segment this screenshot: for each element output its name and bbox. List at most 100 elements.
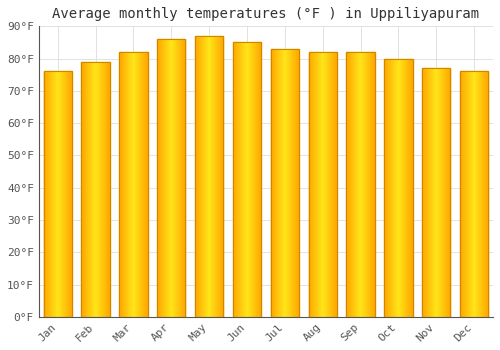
Bar [440, 68, 441, 317]
Bar [432, 68, 434, 317]
Bar [68, 71, 69, 317]
Bar [346, 52, 347, 317]
Bar [49, 71, 50, 317]
Bar [276, 49, 277, 317]
Bar [397, 58, 398, 317]
Bar [158, 39, 159, 317]
Bar [95, 62, 96, 317]
Bar [273, 49, 274, 317]
Bar [135, 52, 136, 317]
Bar [411, 58, 412, 317]
Bar [134, 52, 135, 317]
Bar [196, 36, 197, 317]
Bar [92, 62, 94, 317]
Bar [449, 68, 450, 317]
Bar [424, 68, 425, 317]
Bar [365, 52, 366, 317]
Bar [479, 71, 480, 317]
Bar [175, 39, 176, 317]
Bar [385, 58, 386, 317]
Bar [330, 52, 331, 317]
Bar [82, 62, 110, 317]
Bar [308, 52, 337, 317]
Bar [474, 71, 475, 317]
Bar [249, 42, 250, 317]
Bar [326, 52, 327, 317]
Bar [53, 71, 54, 317]
Bar [157, 39, 186, 317]
Bar [237, 42, 238, 317]
Bar [318, 52, 319, 317]
Bar [202, 36, 203, 317]
Bar [212, 36, 214, 317]
Bar [159, 39, 160, 317]
Bar [364, 52, 365, 317]
Bar [257, 42, 258, 317]
Bar [165, 39, 166, 317]
Bar [168, 39, 169, 317]
Bar [157, 39, 158, 317]
Bar [312, 52, 313, 317]
Bar [486, 71, 487, 317]
Bar [280, 49, 281, 317]
Bar [389, 58, 390, 317]
Bar [278, 49, 279, 317]
Bar [206, 36, 207, 317]
Bar [476, 71, 477, 317]
Bar [427, 68, 428, 317]
Bar [67, 71, 68, 317]
Bar [96, 62, 97, 317]
Bar [374, 52, 375, 317]
Bar [254, 42, 255, 317]
Bar [439, 68, 440, 317]
Bar [119, 52, 148, 317]
Bar [234, 42, 235, 317]
Bar [396, 58, 397, 317]
Bar [105, 62, 106, 317]
Bar [208, 36, 209, 317]
Bar [182, 39, 184, 317]
Bar [390, 58, 392, 317]
Bar [468, 71, 469, 317]
Bar [329, 52, 330, 317]
Bar [277, 49, 278, 317]
Bar [108, 62, 109, 317]
Bar [199, 36, 200, 317]
Bar [64, 71, 65, 317]
Bar [313, 52, 314, 317]
Bar [145, 52, 146, 317]
Bar [469, 71, 470, 317]
Bar [434, 68, 435, 317]
Bar [181, 39, 182, 317]
Bar [56, 71, 57, 317]
Bar [285, 49, 286, 317]
Bar [367, 52, 368, 317]
Bar [460, 71, 488, 317]
Bar [82, 62, 83, 317]
Bar [179, 39, 180, 317]
Bar [289, 49, 290, 317]
Bar [288, 49, 289, 317]
Bar [319, 52, 320, 317]
Bar [322, 52, 324, 317]
Bar [359, 52, 360, 317]
Bar [245, 42, 246, 317]
Bar [463, 71, 464, 317]
Bar [235, 42, 236, 317]
Bar [349, 52, 350, 317]
Bar [166, 39, 167, 317]
Bar [447, 68, 448, 317]
Bar [294, 49, 295, 317]
Bar [89, 62, 90, 317]
Bar [437, 68, 438, 317]
Bar [132, 52, 134, 317]
Bar [147, 52, 148, 317]
Bar [87, 62, 88, 317]
Bar [350, 52, 352, 317]
Bar [428, 68, 429, 317]
Bar [209, 36, 210, 317]
Bar [233, 42, 261, 317]
Bar [308, 52, 309, 317]
Bar [448, 68, 449, 317]
Bar [204, 36, 205, 317]
